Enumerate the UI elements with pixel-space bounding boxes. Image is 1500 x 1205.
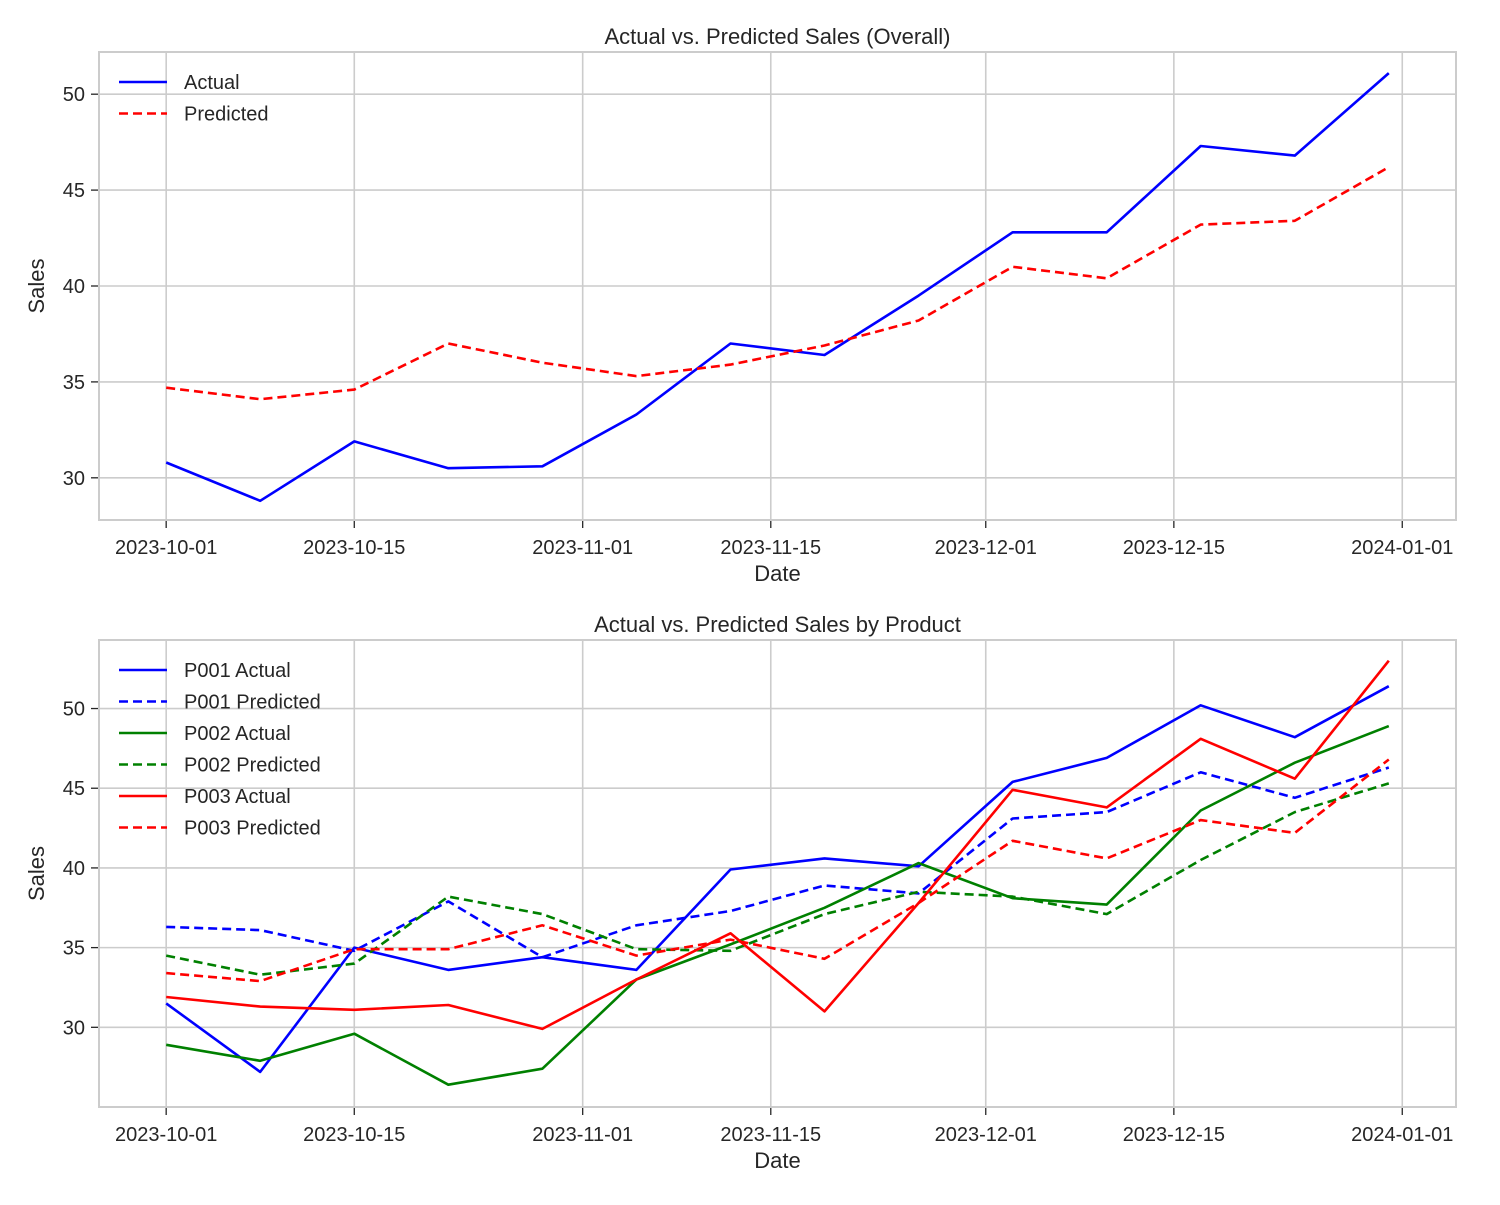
y-tick-label: 45 [63, 180, 85, 202]
y-tick-label: 35 [63, 372, 85, 394]
x-axis-label: Date [754, 1148, 800, 1173]
chart-2: 2023-10-01 2023-10-15 2023-11-01 2023-11-15… [24, 612, 1457, 1173]
x-tick-label: 2023-11-15 [720, 1124, 821, 1146]
x-tick-label: 2023-12-01 [935, 1124, 1037, 1146]
x-tick-label: 2023-10-15 [303, 537, 405, 559]
x-tick-label: 2023-11-01 [532, 1124, 633, 1146]
legend: P001 Actual P001 Predicted P002 Actual P002… [119, 660, 321, 840]
x-tick-label: 2023-10-01 [115, 537, 217, 559]
legend-label: Actual [184, 72, 240, 94]
y-axis-label: Sales [24, 258, 49, 313]
plot-frame [98, 51, 1457, 521]
y-tick-label: 30 [63, 1017, 85, 1039]
x-tick-label: 2024-01-01 [1351, 537, 1453, 559]
legend: Actual Predicted [119, 72, 269, 126]
y-tick-label: 50 [63, 699, 85, 721]
chart-1: 2023-10-01 2023-10-15 2023-11-01 2023-11-15… [24, 24, 1457, 586]
series-line-p001-predicted [166, 766, 1390, 959]
series-line-p001-actual [165, 685, 1390, 1074]
series-line-p002-predicted [165, 782, 1390, 977]
series-line-predicted [166, 165, 1390, 401]
y-tick-label: 50 [63, 84, 85, 106]
y-tick-label: 40 [63, 858, 85, 880]
chart-title: Actual vs. Predicted Sales by Product [594, 612, 961, 637]
x-tick-label: 2023-11-01 [532, 537, 633, 559]
x-tick-label: 2023-12-01 [935, 537, 1037, 559]
legend-label: P001 Actual [184, 660, 291, 682]
x-axis-label: Date [754, 561, 800, 586]
legend-label: P003 Actual [184, 786, 291, 808]
chart-title: Actual vs. Predicted Sales (Overall) [604, 24, 950, 49]
legend-label: P003 Predicted [184, 818, 321, 840]
x-tick-label: 2024-01-01 [1351, 1124, 1453, 1146]
x-tick-label: 2023-11-15 [720, 537, 821, 559]
legend-label: P002 Predicted [184, 755, 321, 777]
plot-frame [98, 639, 1457, 1108]
legend-label: P002 Actual [184, 723, 291, 745]
y-tick-label: 45 [63, 778, 85, 800]
series-line-actual [165, 72, 1390, 503]
x-tick-label: 2023-12-15 [1123, 537, 1225, 559]
y-tick-label: 40 [63, 276, 85, 298]
x-tick-label: 2023-10-01 [115, 1124, 217, 1146]
series-line-p003-actual [166, 659, 1390, 1031]
y-tick-label: 35 [63, 938, 85, 960]
legend-label: Predicted [184, 104, 269, 126]
y-tick-label: 30 [63, 468, 85, 490]
series-line-p002-actual [165, 724, 1390, 1086]
x-tick-label: 2023-10-15 [303, 1124, 405, 1146]
x-tick-label: 2023-12-15 [1123, 1124, 1225, 1146]
legend-label: P001 Predicted [184, 692, 321, 714]
y-axis-label: Sales [24, 846, 49, 901]
